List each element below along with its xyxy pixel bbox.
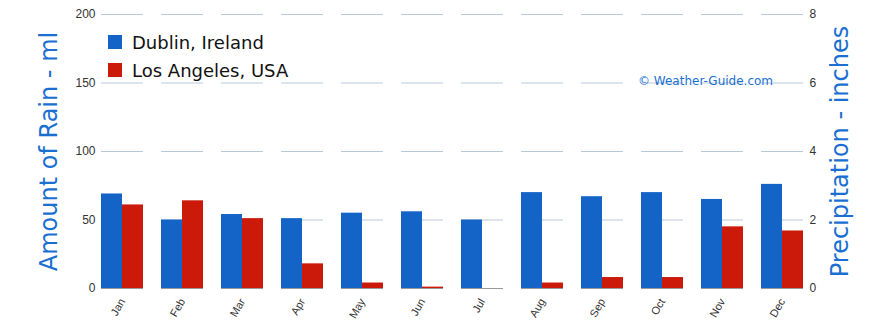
svg-text:0: 0 xyxy=(89,281,96,295)
svg-text:2: 2 xyxy=(810,213,817,227)
html-text:Los Angeles, USA: Los Angeles, USA xyxy=(132,59,289,81)
svg-text:Aug: Aug xyxy=(527,296,547,319)
svg-text:Precipitation - inches: Precipitation - inches xyxy=(826,26,854,277)
svg-text:150: 150 xyxy=(75,76,95,90)
svg-text:8: 8 xyxy=(810,7,817,21)
svg-text:Oct: Oct xyxy=(648,296,667,317)
svg-text:100: 100 xyxy=(75,144,95,158)
svg-text:Jun: Jun xyxy=(408,296,427,317)
svg-text:Dec: Dec xyxy=(767,296,787,319)
svg-text:6: 6 xyxy=(810,76,817,90)
svg-text:4: 4 xyxy=(810,144,817,158)
svg-text:0: 0 xyxy=(810,281,817,295)
svg-text:Amount of Rain - ml: Amount of Rain - ml xyxy=(35,32,63,271)
svg-text:Sep: Sep xyxy=(587,296,607,319)
svg-text:May: May xyxy=(346,296,367,320)
svg-text:Jul: Jul xyxy=(470,296,487,314)
html-text:Dublin, Ireland: Dublin, Ireland xyxy=(132,31,264,53)
svg-text:Feb: Feb xyxy=(167,296,187,318)
svg-text:50: 50 xyxy=(82,213,96,227)
svg-text:Jan: Jan xyxy=(108,296,127,317)
svg-text:200: 200 xyxy=(75,7,95,21)
html-text:© Weather-Guide.com: © Weather-Guide.com xyxy=(638,74,773,88)
svg-text:Apr: Apr xyxy=(288,296,307,317)
svg-text:Mar: Mar xyxy=(227,296,247,319)
svg-text:Nov: Nov xyxy=(707,296,727,319)
